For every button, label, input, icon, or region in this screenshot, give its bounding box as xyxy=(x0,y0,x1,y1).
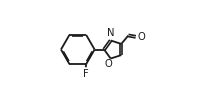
Text: N: N xyxy=(107,28,114,38)
Text: O: O xyxy=(137,32,145,42)
Text: O: O xyxy=(105,59,113,69)
Text: F: F xyxy=(83,68,89,78)
